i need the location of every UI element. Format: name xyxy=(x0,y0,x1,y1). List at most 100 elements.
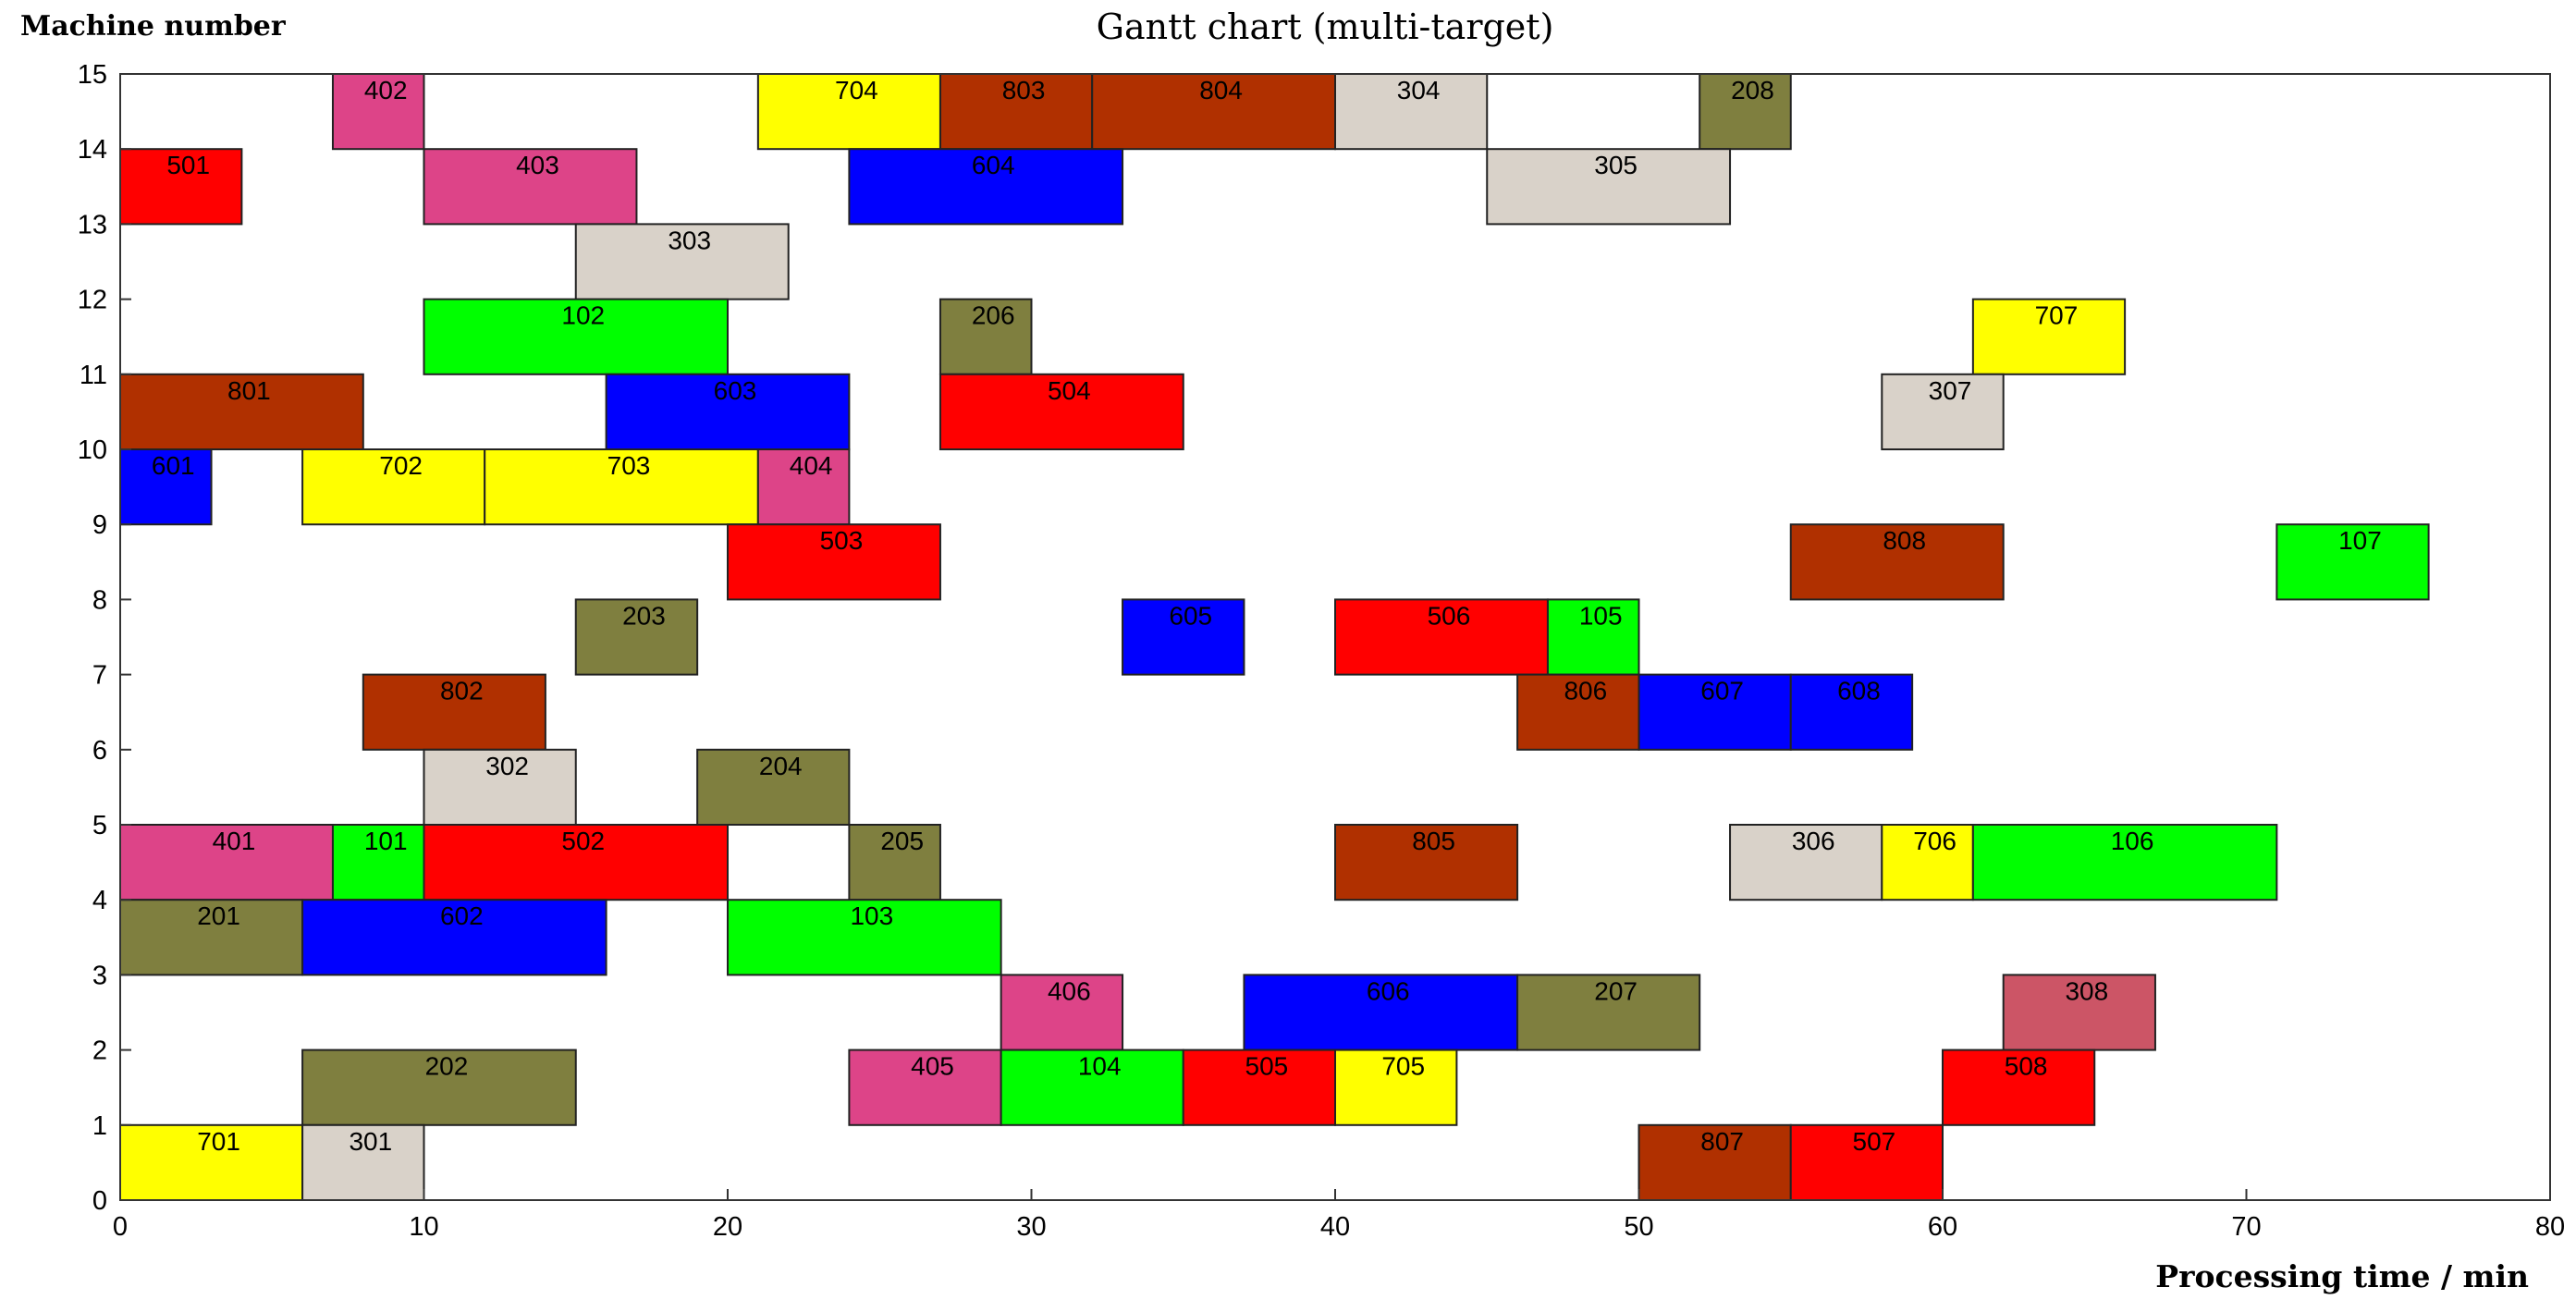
task-bar-204 xyxy=(696,748,851,826)
task-bar-804 xyxy=(1091,73,1336,151)
y-tick-label: 12 xyxy=(78,286,107,315)
task-label-707: 707 xyxy=(2035,301,2079,330)
task-bar-806 xyxy=(1516,673,1640,751)
task-label-607: 607 xyxy=(1700,677,1744,705)
task-label-406: 406 xyxy=(1048,976,1091,1005)
task-label-103: 103 xyxy=(850,901,893,930)
task-label-305: 305 xyxy=(1594,151,1638,179)
task-bars xyxy=(119,73,2430,1202)
task-bar-101 xyxy=(331,824,425,901)
y-tick-label: 2 xyxy=(92,1036,107,1066)
task-label-703: 703 xyxy=(607,451,651,480)
task-label-507: 507 xyxy=(1853,1127,1896,1156)
task-label-501: 501 xyxy=(166,151,210,179)
task-bar-303 xyxy=(574,223,790,300)
task-label-801: 801 xyxy=(227,376,271,405)
task-bar-102 xyxy=(423,298,729,375)
task-bar-802 xyxy=(362,673,546,751)
task-label-506: 506 xyxy=(1428,601,1471,630)
task-label-604: 604 xyxy=(972,151,1015,179)
task-label-804: 804 xyxy=(1199,76,1243,104)
y-tick-label: 15 xyxy=(78,60,107,90)
task-label-201: 201 xyxy=(197,901,240,930)
task-label-203: 203 xyxy=(622,601,666,630)
x-tick-label: 40 xyxy=(1320,1212,1350,1242)
task-bar-602 xyxy=(301,899,607,976)
task-bar-501 xyxy=(119,148,243,226)
y-tick-label: 3 xyxy=(92,961,107,990)
task-label-802: 802 xyxy=(440,677,484,705)
y-tick-label: 14 xyxy=(78,135,107,165)
task-bar-505 xyxy=(1182,1048,1336,1126)
task-label-608: 608 xyxy=(1837,677,1881,705)
x-tick-label: 50 xyxy=(1624,1212,1653,1242)
task-label-805: 805 xyxy=(1412,827,1455,855)
task-bar-606 xyxy=(1243,974,1519,1051)
task-label-405: 405 xyxy=(911,1052,954,1081)
task-label-401: 401 xyxy=(213,827,256,855)
task-label-404: 404 xyxy=(790,451,833,480)
task-bar-306 xyxy=(1729,824,1883,901)
task-bar-202 xyxy=(301,1048,577,1126)
plot-frame xyxy=(119,73,2551,1201)
task-bar-807 xyxy=(1638,1123,1792,1202)
task-label-505: 505 xyxy=(1245,1052,1289,1081)
task-label-706: 706 xyxy=(1913,827,1957,855)
task-label-101: 101 xyxy=(364,827,408,855)
task-bar-706 xyxy=(1881,824,1974,901)
task-bar-203 xyxy=(574,598,699,676)
task-label-208: 208 xyxy=(1731,76,1774,104)
task-label-701: 701 xyxy=(197,1127,240,1156)
task-labels: 402 704 803 804 304 208 501 403 604 305 303 102 206 7… xyxy=(152,76,2382,1156)
task-bar-205 xyxy=(848,824,941,901)
task-label-504: 504 xyxy=(1048,376,1091,405)
task-label-308: 308 xyxy=(2065,976,2108,1005)
x-tick-label: 70 xyxy=(2231,1212,2261,1242)
task-label-306: 306 xyxy=(1792,827,1835,855)
task-bar-503 xyxy=(727,523,941,601)
task-bar-704 xyxy=(756,73,941,151)
task-label-503: 503 xyxy=(820,526,864,555)
task-label-302: 302 xyxy=(485,752,529,780)
task-bar-404 xyxy=(756,448,851,526)
task-label-705: 705 xyxy=(1381,1052,1425,1081)
task-bar-207 xyxy=(1516,974,1701,1051)
y-tick-label: 11 xyxy=(80,361,107,390)
x-tick-label: 80 xyxy=(2535,1212,2565,1242)
task-label-803: 803 xyxy=(1002,76,1046,104)
task-label-303: 303 xyxy=(668,226,711,254)
task-label-402: 402 xyxy=(364,76,408,104)
y-tick-label: 9 xyxy=(92,510,107,540)
task-bar-707 xyxy=(1971,298,2127,375)
task-label-204: 204 xyxy=(759,752,803,780)
task-bar-506 xyxy=(1334,598,1549,676)
x-tick-label: 0 xyxy=(113,1212,128,1242)
x-tick-label: 60 xyxy=(1928,1212,1957,1242)
task-bar-307 xyxy=(1881,373,2005,450)
y-tick-label: 0 xyxy=(92,1186,107,1216)
task-label-808: 808 xyxy=(1883,526,1926,555)
task-bar-401 xyxy=(119,824,334,901)
task-bar-502 xyxy=(423,824,729,901)
task-label-605: 605 xyxy=(1169,601,1212,630)
task-bar-105 xyxy=(1546,598,1640,676)
task-bar-605 xyxy=(1122,598,1245,676)
task-bar-603 xyxy=(605,373,851,450)
task-label-502: 502 xyxy=(561,827,605,855)
task-bar-208 xyxy=(1699,73,1792,151)
task-bar-601 xyxy=(119,448,213,526)
task-label-602: 602 xyxy=(440,901,484,930)
x-tick-label: 20 xyxy=(713,1212,742,1242)
task-bar-703 xyxy=(484,448,759,526)
y-tick-label: 1 xyxy=(92,1111,107,1141)
x-axis-label: Processing time / min xyxy=(2155,1258,2529,1294)
task-bar-304 xyxy=(1334,73,1489,151)
task-label-508: 508 xyxy=(2005,1052,2048,1081)
task-label-807: 807 xyxy=(1700,1127,1744,1156)
task-bar-308 xyxy=(2002,974,2156,1051)
task-bar-403 xyxy=(423,148,638,226)
task-bar-805 xyxy=(1334,824,1519,901)
task-bar-508 xyxy=(1942,1048,2096,1126)
task-bar-406 xyxy=(1000,974,1124,1051)
